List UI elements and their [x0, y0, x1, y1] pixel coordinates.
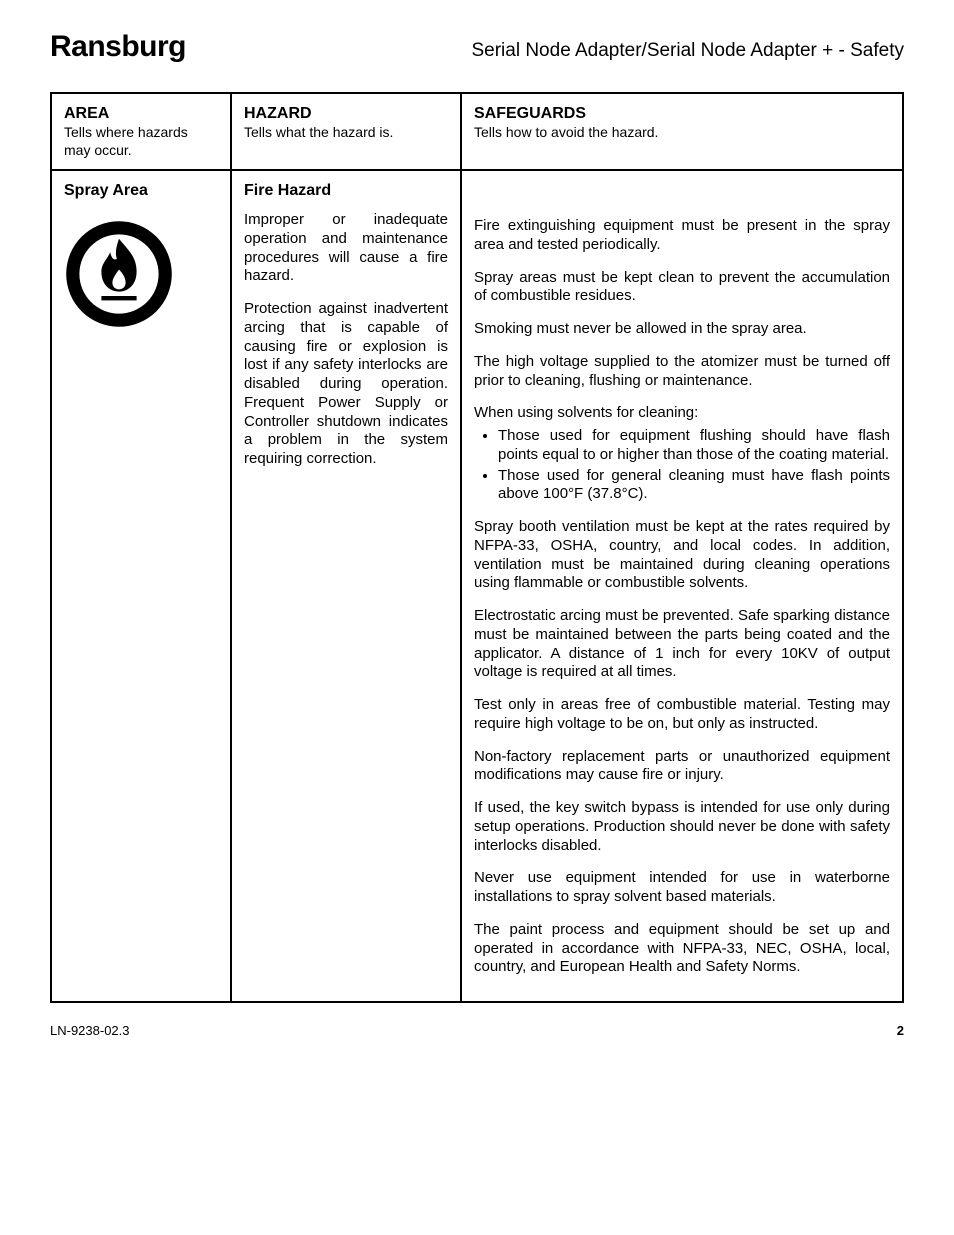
header-area-sub: Tells where hazards may occur. — [64, 124, 218, 159]
table-header-row: AREA Tells where hazards may occur. HAZA… — [51, 93, 903, 170]
hazard-paragraphs: Improper or inadequate operation and mai… — [244, 211, 448, 469]
header-hazard-sub: Tells what the hazard is. — [244, 124, 448, 142]
page-footer: LN-9238-02.3 2 — [50, 1023, 904, 1038]
safeguard-list: Those used for equipment flushing should… — [474, 427, 890, 504]
safeguard-paragraph: The paint process and equipment should b… — [474, 921, 890, 977]
hazard-paragraph: Protection against inadvertent arcing th… — [244, 300, 448, 469]
header-safeguards-title: SAFEGUARDS — [474, 105, 586, 122]
header-area-title: AREA — [64, 105, 109, 122]
safeguards-content: Fire extinguishing equipment must be pre… — [474, 217, 890, 977]
table-row: Spray Area Fire Hazard Improper or inade… — [51, 170, 903, 1002]
safeguard-list-intro: When using solvents for cleaning: — [474, 404, 890, 423]
area-title: Spray Area — [64, 181, 218, 201]
cell-safeguards: Fire extinguishing equipment must be pre… — [461, 170, 903, 1002]
safeguard-list-item: Those used for equipment flushing should… — [498, 427, 890, 465]
hazard-paragraph: Improper or inadequate operation and mai… — [244, 211, 448, 286]
safeguard-paragraph: Spray areas must be kept clean to preven… — [474, 269, 890, 307]
hazard-title: Fire Hazard — [244, 181, 448, 201]
safeguard-paragraph: Electrostatic arcing must be prevented. … — [474, 607, 890, 682]
safeguard-paragraph: Fire extinguishing equipment must be pre… — [474, 217, 890, 255]
header-hazard-title: HAZARD — [244, 105, 312, 122]
safeguard-paragraph: Never use equipment intended for use in … — [474, 869, 890, 907]
safeguard-paragraph: Non-factory replacement parts or unautho… — [474, 748, 890, 786]
header-safeguards: SAFEGUARDS Tells how to avoid the hazard… — [461, 93, 903, 170]
safety-table: AREA Tells where hazards may occur. HAZA… — [50, 92, 904, 1003]
page-header: Ransburg Serial Node Adapter/Serial Node… — [50, 30, 904, 64]
doc-number: LN-9238-02.3 — [50, 1023, 130, 1038]
cell-hazard: Fire Hazard Improper or inadequate opera… — [231, 170, 461, 1002]
fire-hazard-icon — [64, 219, 174, 329]
safeguard-paragraph: Spray booth ventilation must be kept at … — [474, 518, 890, 593]
safeguard-paragraph: The high voltage supplied to the atomize… — [474, 353, 890, 391]
document-title: Serial Node Adapter/Serial Node Adapter … — [471, 40, 904, 62]
safeguard-list-item: Those used for general cleaning must hav… — [498, 467, 890, 505]
brand-logo: Ransburg — [50, 30, 186, 64]
header-safeguards-sub: Tells how to avoid the hazard. — [474, 124, 890, 142]
header-area: AREA Tells where hazards may occur. — [51, 93, 231, 170]
safeguard-paragraph: If used, the key switch bypass is intend… — [474, 799, 890, 855]
safeguard-paragraph: Smoking must never be allowed in the spr… — [474, 320, 890, 339]
safeguard-paragraph: Test only in areas free of combustible m… — [474, 696, 890, 734]
cell-area: Spray Area — [51, 170, 231, 1002]
header-hazard: HAZARD Tells what the hazard is. — [231, 93, 461, 170]
page-number: 2 — [897, 1023, 904, 1038]
